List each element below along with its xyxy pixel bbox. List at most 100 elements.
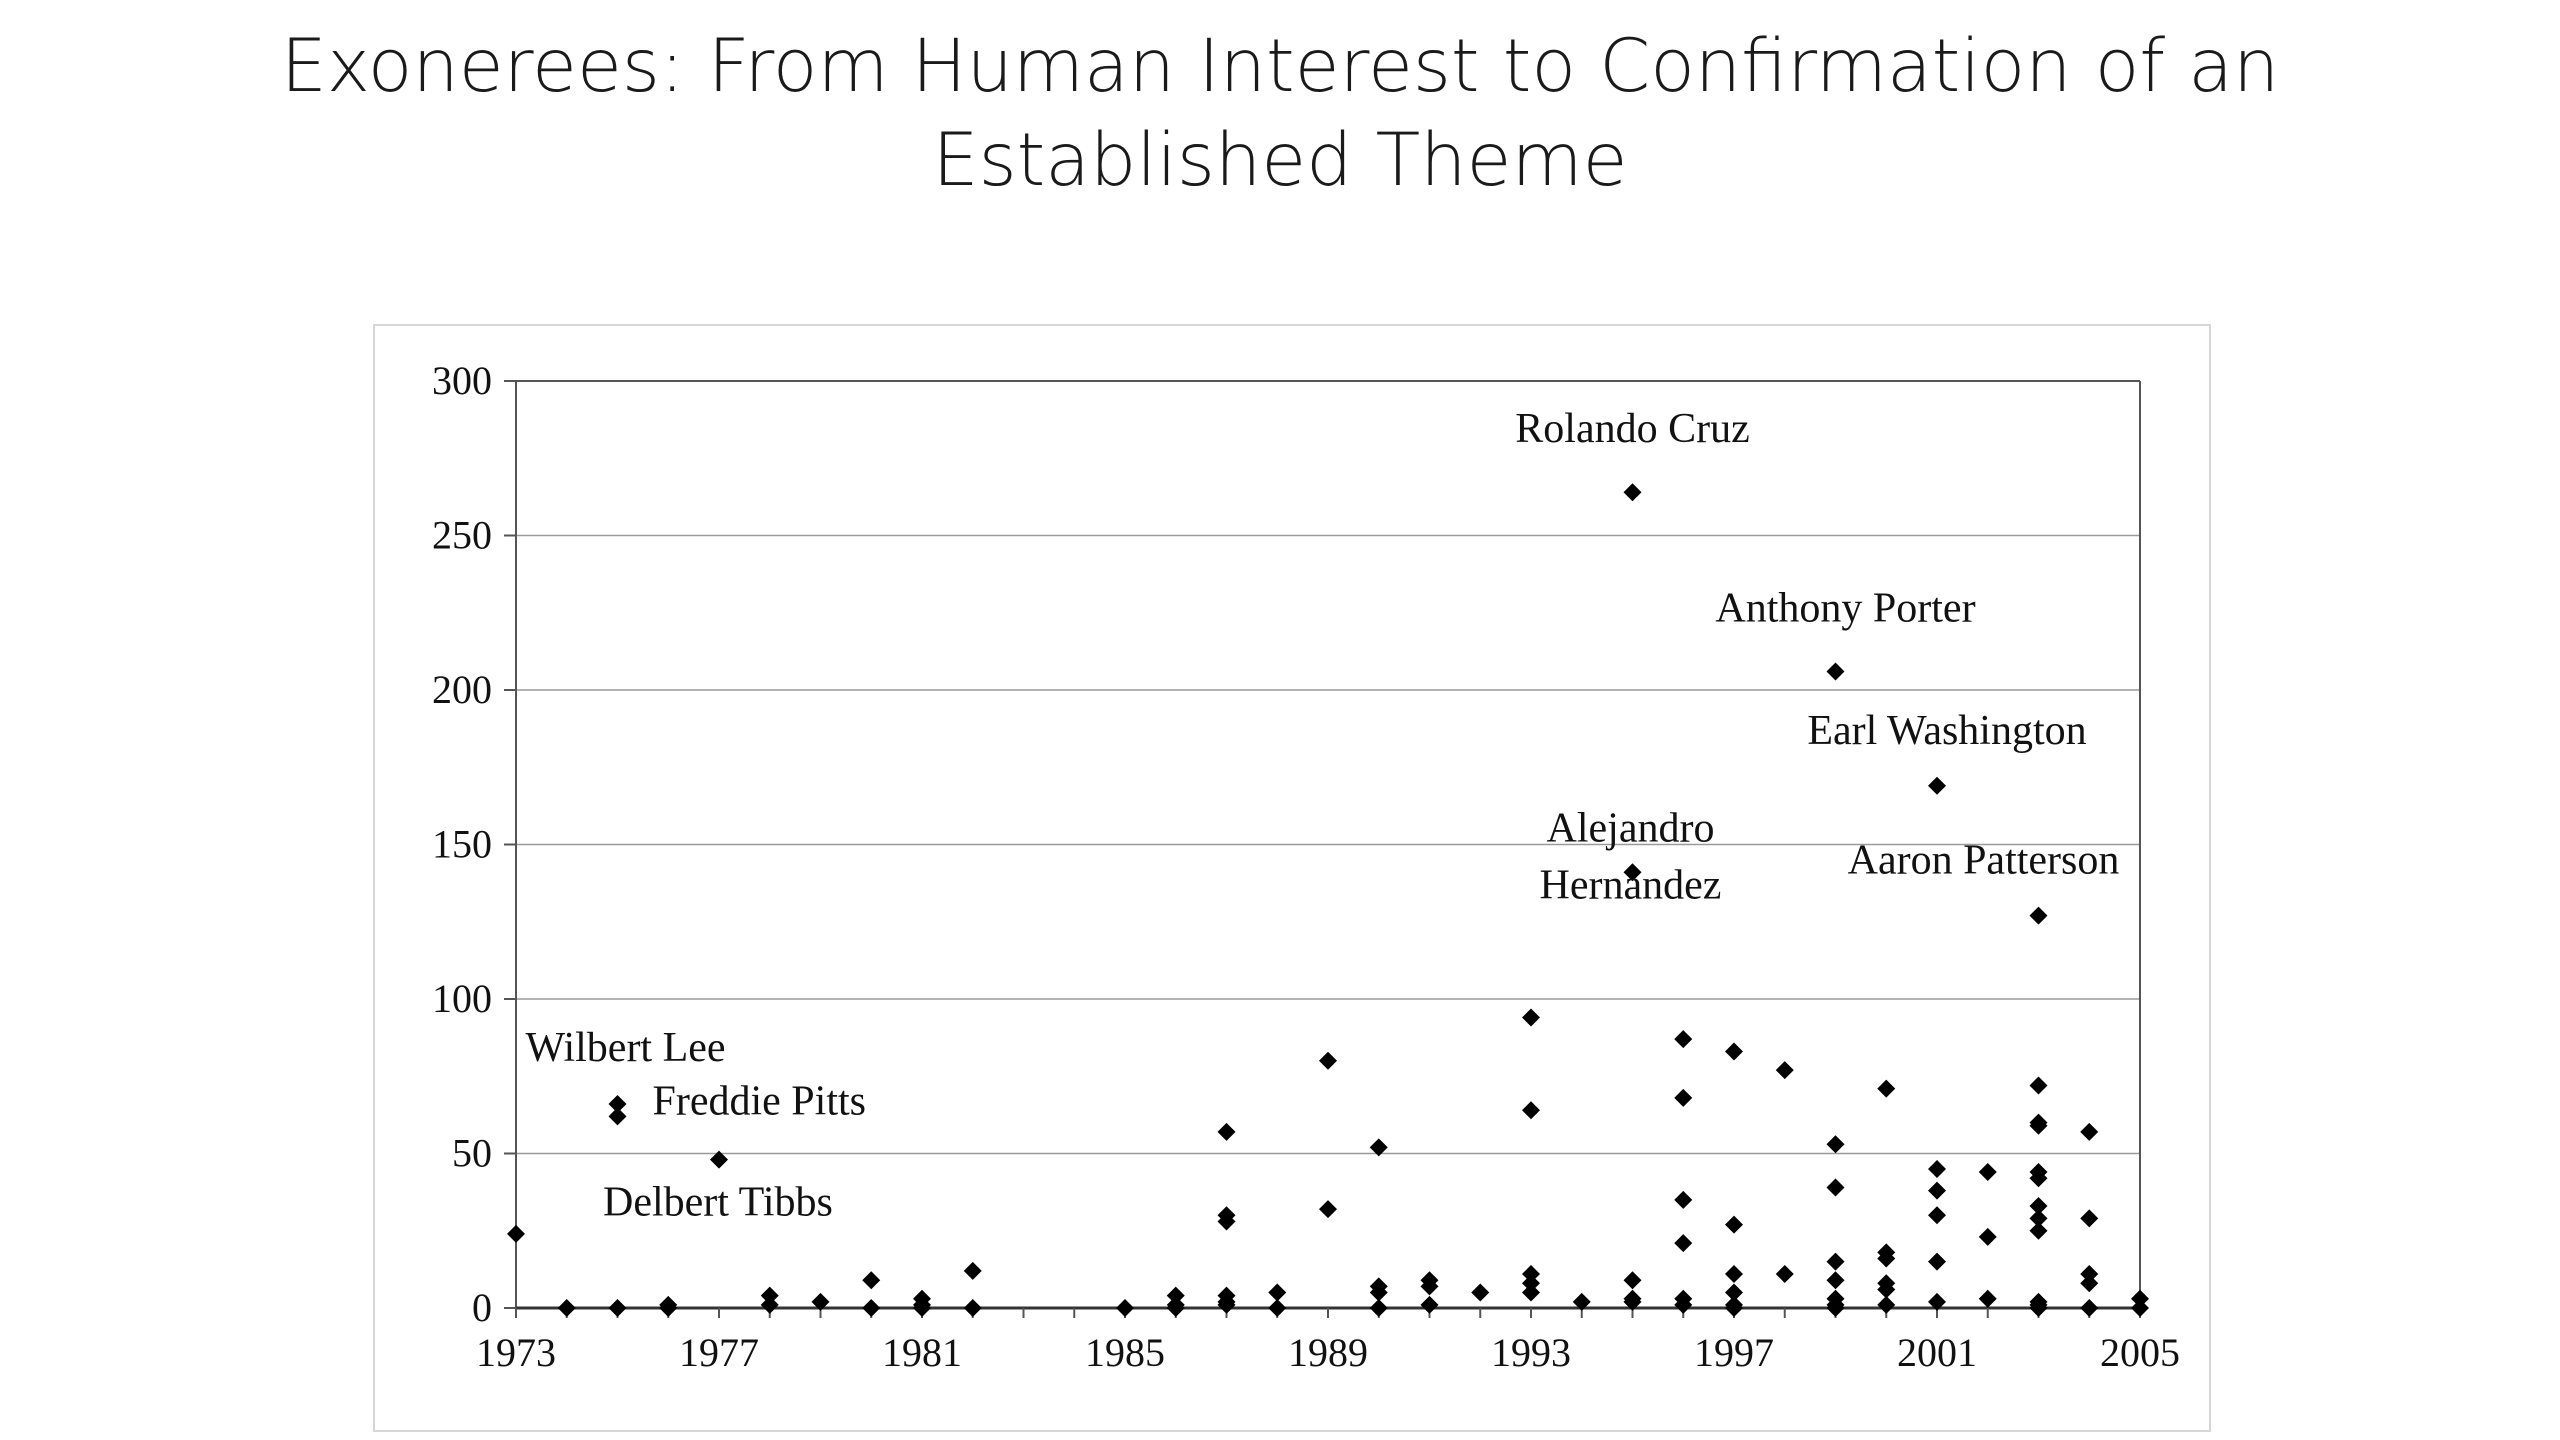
data-point: [862, 1299, 881, 1317]
data-point: [2080, 1299, 2099, 1317]
data-point: [1217, 1212, 1236, 1231]
data-point: [1928, 776, 1946, 795]
data-point: [2029, 1076, 2048, 1095]
data-point: [2080, 1122, 2099, 1141]
data-point: [1319, 1051, 1337, 1070]
annotation-label: Alejandro: [1547, 806, 1715, 852]
data-point: [1725, 1283, 1743, 1302]
data-point: [1522, 1008, 1540, 1027]
data-point: [1725, 1215, 1743, 1234]
data-point: [1674, 1030, 1693, 1049]
y-tick-label: 300: [432, 358, 492, 403]
data-point: [913, 1299, 931, 1317]
data-point: [1217, 1122, 1236, 1141]
data-point: [1116, 1299, 1134, 1317]
data-point: [1369, 1283, 1388, 1302]
data-point: [1928, 1181, 1946, 1200]
data-point: [1522, 1274, 1540, 1293]
data-point: [2080, 1209, 2099, 1228]
data-point: [1522, 1265, 1540, 1284]
data-point: [1725, 1299, 1743, 1317]
y-tick-label: 0: [472, 1285, 492, 1330]
data-point: [608, 1095, 627, 1114]
y-tick-label: 100: [432, 976, 492, 1021]
data-point: [1572, 1292, 1591, 1311]
data-point: [1877, 1249, 1896, 1268]
data-point: [1166, 1286, 1185, 1305]
data-point: [862, 1271, 881, 1290]
data-point: [1623, 483, 1642, 502]
data-point: [2029, 1299, 2048, 1317]
data-point: [1217, 1295, 1236, 1314]
y-tick-label: 150: [432, 822, 492, 867]
data-point: [811, 1292, 830, 1311]
data-point: [760, 1286, 779, 1305]
chart-frame: 0 50 100 150 200 250 300 1973 1977 1981 1985 1989 19…: [373, 324, 2211, 1432]
data-point: [2029, 1221, 2048, 1240]
data-point: [710, 1150, 728, 1169]
data-point: [2029, 1116, 2048, 1135]
x-tick-label: 1997: [1694, 1330, 1774, 1375]
data-point: [1166, 1299, 1185, 1317]
data-point: [1522, 1283, 1540, 1302]
data-point: [1978, 1289, 1997, 1308]
data-point: [963, 1299, 982, 1317]
data-point: [1471, 1283, 1490, 1302]
data-point: [557, 1299, 576, 1317]
scatter-chart: 0 50 100 150 200 250 300 1973 1977 1981 1985 1989 19…: [432, 358, 2180, 1375]
data-point: [1369, 1138, 1388, 1157]
data-point: [1268, 1283, 1287, 1302]
data-point: [1623, 1292, 1642, 1311]
data-point: [1725, 1042, 1743, 1061]
data-point: [1877, 1079, 1896, 1098]
data-point: [1623, 1271, 1642, 1290]
data-point: [1877, 1280, 1896, 1299]
annotation-label: Aaron Patterson: [1848, 838, 2120, 884]
data-point: [1877, 1295, 1896, 1314]
data-point: [2080, 1274, 2099, 1293]
data-point: [1978, 1163, 1997, 1182]
x-tick-label: 2001: [1897, 1330, 1977, 1375]
data-point: [1826, 1178, 1845, 1197]
data-point: [608, 1299, 627, 1317]
data-point: [1522, 1101, 1540, 1120]
x-tick-label: 1981: [882, 1330, 962, 1375]
data-point: [1268, 1299, 1287, 1317]
data-point: [1826, 1252, 1845, 1271]
y-tick-label: 250: [432, 513, 492, 558]
data-point: [1775, 1265, 1794, 1284]
data-point: [1978, 1227, 1997, 1246]
data-point: [1928, 1252, 1946, 1271]
data-point: [1826, 1299, 1845, 1317]
data-point: [2029, 1209, 2048, 1228]
data-point: [963, 1261, 982, 1280]
data-point: [2029, 1197, 2048, 1216]
data-point: [2029, 906, 2048, 925]
data-point: [1674, 1088, 1693, 1107]
annotation-label: Rolando Cruz: [1515, 406, 1749, 452]
data-point: [1369, 1299, 1388, 1317]
annotation-label: Wilbert Lee: [526, 1025, 726, 1071]
x-tick-label: 1985: [1085, 1330, 1165, 1375]
data-point: [2131, 1289, 2149, 1308]
data-point: [1928, 1159, 1946, 1178]
data-point: [1623, 863, 1642, 882]
data-point: [1928, 1206, 1946, 1225]
data-point: [608, 1107, 627, 1126]
x-tick-label: 1973: [476, 1330, 556, 1375]
data-point: [760, 1295, 779, 1314]
data-point: [1725, 1265, 1743, 1284]
annotation-label: Anthony Porter: [1715, 585, 1975, 631]
x-tick-label: 1977: [679, 1330, 759, 1375]
data-point: [659, 1299, 678, 1317]
annotation-label: Freddie Pitts: [653, 1078, 867, 1124]
data-point: [1826, 662, 1845, 681]
annotation-label: Delbert Tibbs: [603, 1180, 833, 1226]
x-tick-label: 1989: [1288, 1330, 1368, 1375]
x-tick-label: 2005: [2100, 1330, 2180, 1375]
data-point: [2131, 1299, 2149, 1317]
data-point: [1319, 1200, 1337, 1219]
data-point: [1826, 1271, 1845, 1290]
x-tick-label: 1993: [1491, 1330, 1571, 1375]
y-tick-label: 50: [452, 1131, 492, 1176]
